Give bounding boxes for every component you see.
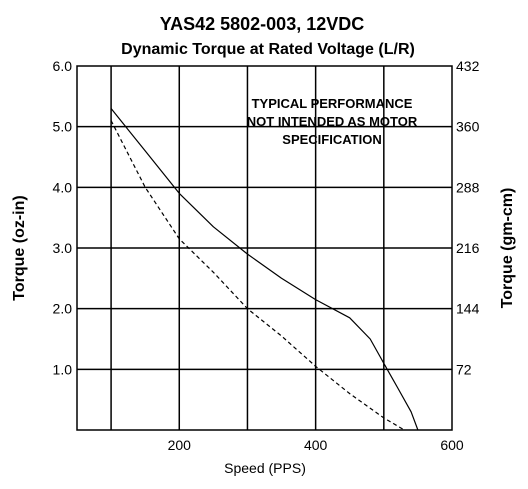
y2-axis-ticks: 72 144 216 288 360 432 bbox=[456, 58, 480, 377]
y2-tick-label: 216 bbox=[456, 240, 480, 256]
x-tick-label: 200 bbox=[168, 437, 192, 453]
y-tick-label: 6.0 bbox=[53, 58, 73, 74]
x-axis-label: Speed (PPS) bbox=[224, 460, 306, 476]
typical-performance-note: TYPICAL PERFORMANCE NOT INTENDED AS MOTOR… bbox=[247, 96, 418, 147]
y-tick-label: 2.0 bbox=[53, 301, 73, 317]
plot-frame bbox=[76, 65, 453, 431]
x-axis-ticks: 200 400 600 bbox=[168, 437, 464, 453]
y-tick-label: 4.0 bbox=[53, 179, 73, 195]
y-tick-label: 1.0 bbox=[53, 361, 73, 377]
y2-tick-label: 360 bbox=[456, 119, 480, 135]
note-line: TYPICAL PERFORMANCE bbox=[252, 96, 413, 111]
y2-axis-label: Torque (gm-cm) bbox=[499, 188, 516, 309]
y-tick-label: 5.0 bbox=[53, 119, 73, 135]
y-tick-label: 3.0 bbox=[53, 240, 73, 256]
dashed-torque-curve bbox=[110, 120, 405, 431]
y2-tick-label: 144 bbox=[456, 301, 480, 317]
note-line: SPECIFICATION bbox=[282, 132, 381, 147]
grid bbox=[77, 66, 452, 430]
series-group bbox=[110, 108, 419, 431]
solid-torque-curve bbox=[110, 108, 419, 431]
chart-title: YAS42 5802-003, 12VDC bbox=[160, 14, 364, 34]
x-tick-label: 400 bbox=[304, 437, 328, 453]
x-tick-label: 600 bbox=[440, 437, 464, 453]
y2-tick-label: 432 bbox=[456, 58, 480, 74]
y-axis-label: Torque (oz-in) bbox=[11, 195, 28, 300]
note-line: NOT INTENDED AS MOTOR bbox=[247, 114, 418, 129]
chart-subtitle: Dynamic Torque at Rated Voltage (L/R) bbox=[121, 41, 415, 58]
y2-tick-label: 72 bbox=[456, 361, 472, 377]
y2-tick-label: 288 bbox=[456, 179, 480, 195]
y-axis-ticks: 1.0 2.0 3.0 4.0 5.0 6.0 bbox=[53, 58, 73, 377]
